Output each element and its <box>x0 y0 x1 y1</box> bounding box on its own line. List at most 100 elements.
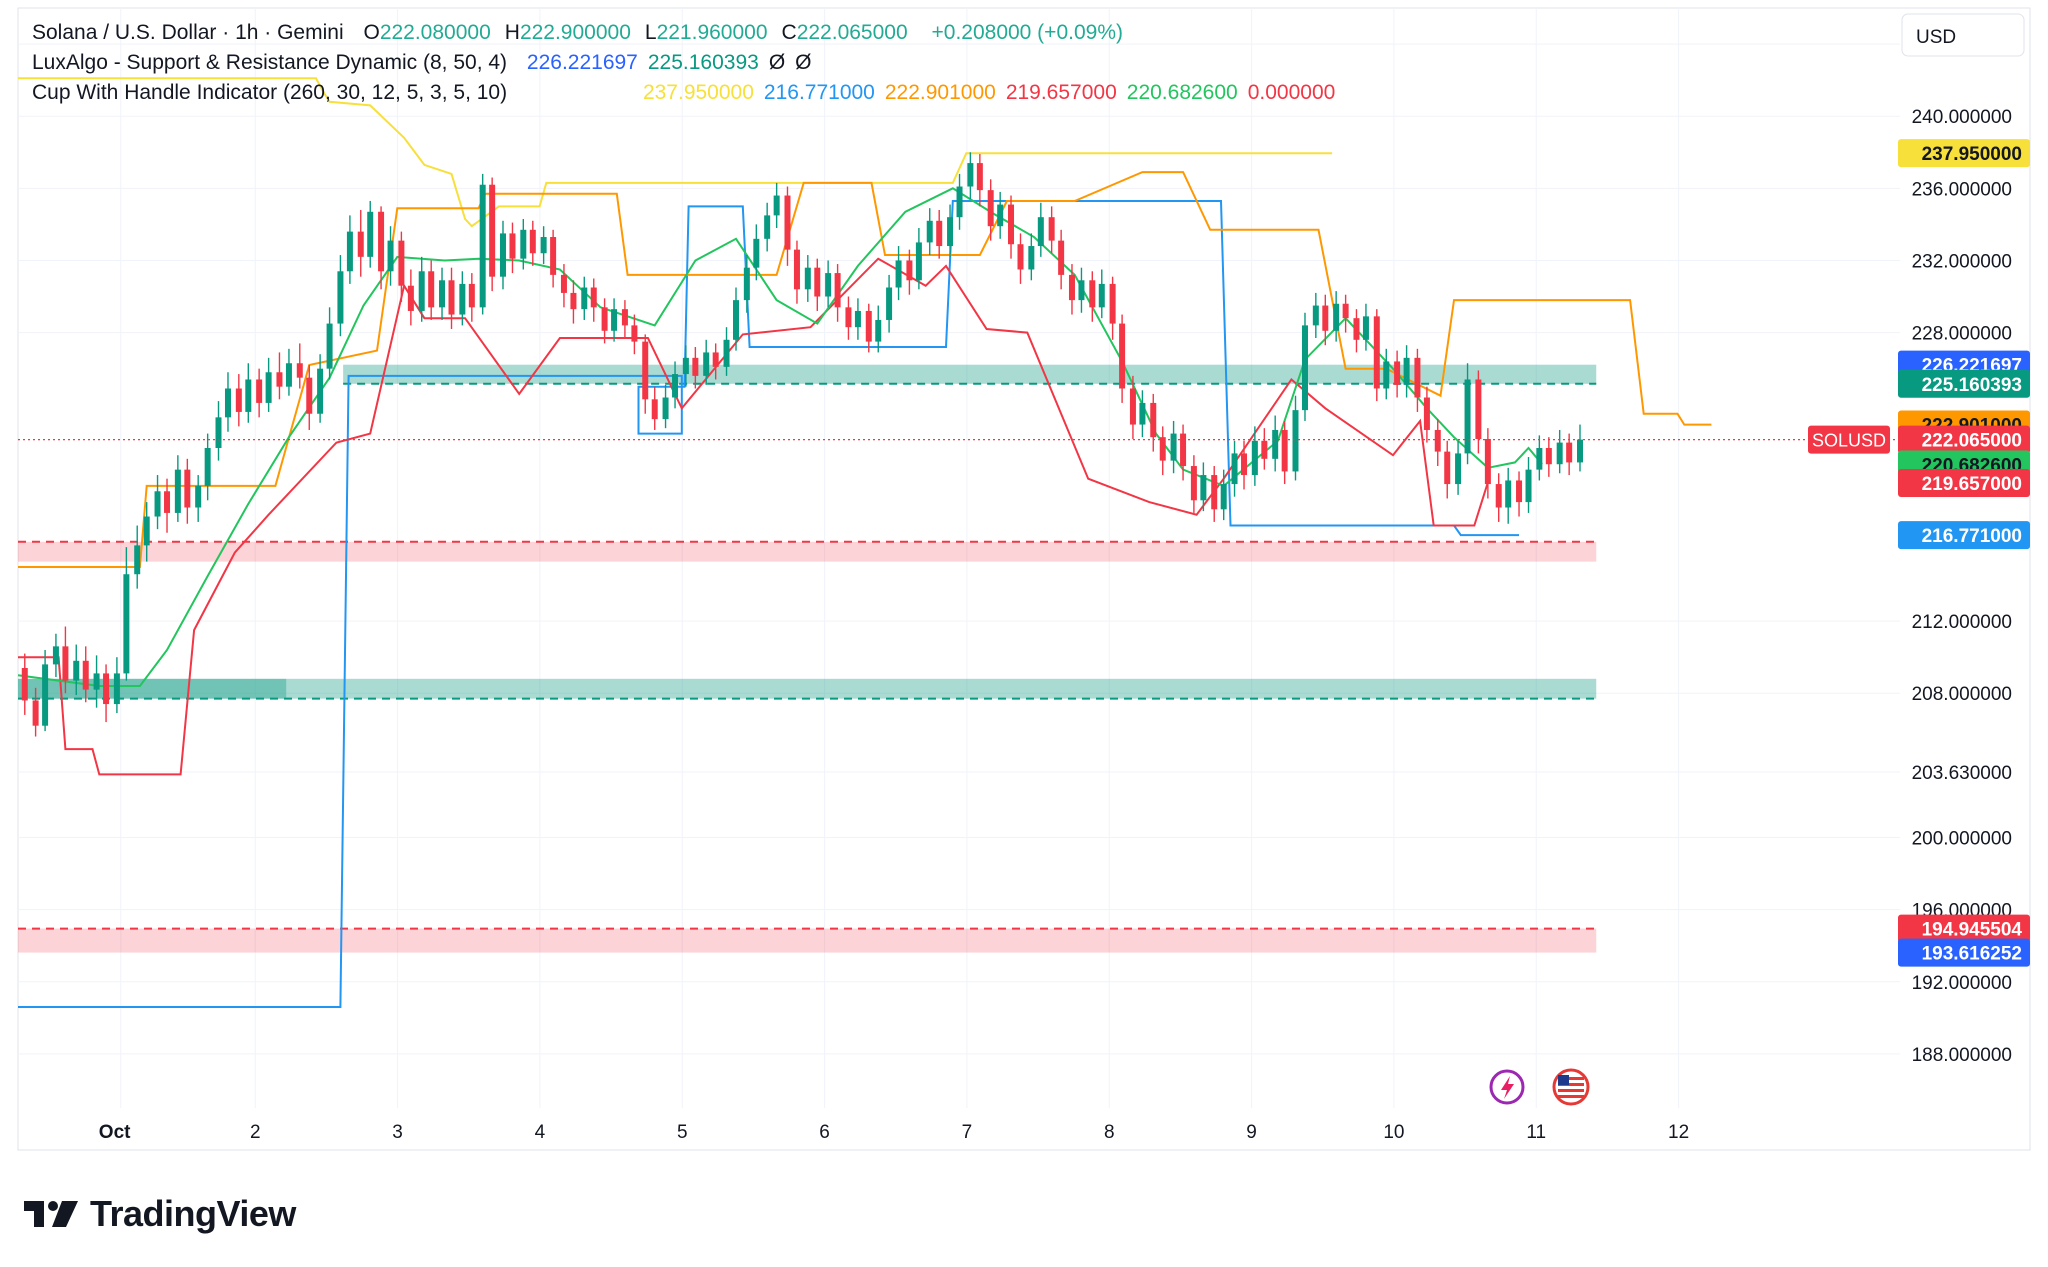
candle-body <box>1301 325 1308 411</box>
y-tick-label: 228.000000 <box>1912 324 2012 345</box>
indicator-row-cup-handle[interactable]: Cup With Handle Indicator (260, 30, 12, … <box>32 78 1349 108</box>
indicator-name[interactable]: LuxAlgo - Support & Resistance Dynamic (… <box>32 51 508 74</box>
candle-body <box>875 319 882 342</box>
candle-body <box>997 204 1004 227</box>
candle-body <box>550 237 557 275</box>
candle-body <box>703 352 710 376</box>
candle-body <box>123 574 130 674</box>
candle-body <box>1028 246 1035 270</box>
candle-body <box>1505 480 1512 508</box>
candle-body <box>52 646 59 665</box>
flag-icon-stripe <box>1558 1077 1584 1080</box>
candle-body <box>134 545 141 575</box>
candle-body <box>285 363 292 387</box>
candle-body <box>967 163 974 187</box>
candle-body <box>1098 283 1105 308</box>
candle-body <box>1017 244 1024 270</box>
candle-body <box>764 215 771 239</box>
candle-body <box>1190 466 1197 501</box>
candle-body <box>1008 204 1015 245</box>
candle-body <box>479 184 486 308</box>
candle-body <box>976 163 983 191</box>
candle-body <box>1048 217 1055 241</box>
axis-badge-bg <box>1898 521 2030 550</box>
x-tick-label: 2 <box>250 1122 261 1143</box>
candle-body <box>1272 429 1279 459</box>
candle-body <box>1383 361 1390 389</box>
candle-body <box>1312 305 1319 326</box>
symbol-title[interactable]: Solana / U.S. Dollar · 1h · Gemini <box>32 21 344 44</box>
x-tick-label: 11 <box>1526 1122 1546 1143</box>
x-tick-label: 5 <box>677 1122 688 1143</box>
indicator-row-luxalgo[interactable]: LuxAlgo - Support & Resistance Dynamic (… <box>32 48 1349 78</box>
tradingview-logo[interactable]: TradingView <box>22 1190 296 1238</box>
axis-badge-text: 194.945504 <box>1922 920 2023 941</box>
candle-body <box>936 220 943 247</box>
candle-body <box>1170 433 1177 461</box>
candle-body <box>306 377 313 414</box>
indicator-value: 222.901000 <box>884 81 996 104</box>
axis-badge-text: 193.616252 <box>1922 944 2022 965</box>
candle-body <box>1251 440 1258 476</box>
candle-body <box>489 184 496 277</box>
candle-body <box>1211 475 1218 510</box>
candle-body <box>1129 388 1136 425</box>
candle-body <box>1394 361 1401 385</box>
currency-selector[interactable]: USD <box>1901 13 2025 57</box>
sr-zone <box>18 928 1597 953</box>
symbol-label-bg <box>1808 425 1890 454</box>
candle-body <box>499 233 506 277</box>
lightning-icon[interactable] <box>1489 1069 1525 1105</box>
candle-body <box>1353 318 1360 340</box>
axis-price-badge: 216.771000 <box>1898 521 2030 550</box>
candle-body <box>407 285 414 311</box>
candle-body <box>1525 469 1532 503</box>
candle-body <box>1423 397 1430 430</box>
candle-body <box>692 357 699 376</box>
candle-body <box>195 485 202 508</box>
us-flag-icon[interactable] <box>1552 1068 1590 1106</box>
candle-body <box>184 469 191 508</box>
x-tick-label: 6 <box>819 1122 830 1143</box>
sr-zone <box>18 541 1597 562</box>
candle-body <box>651 399 658 420</box>
sr-zone <box>343 364 1597 384</box>
candle-body <box>906 260 913 281</box>
candle-body <box>1119 323 1126 389</box>
candle-body <box>387 240 394 272</box>
axis-badge-bg <box>1898 938 2030 967</box>
axis-price-badge: 193.616252 <box>1898 938 2030 967</box>
indicator-name[interactable]: Cup With Handle Indicator (260, 30, 12, … <box>32 81 508 104</box>
lightning-icon-bolt <box>1501 1076 1514 1099</box>
axis-badge-text: 225.160393 <box>1922 375 2022 396</box>
candle-body <box>520 229 527 259</box>
axis-price-badge: 219.657000 <box>1898 469 2030 498</box>
candle-body <box>93 673 100 690</box>
candle-body <box>367 211 374 257</box>
ohlc-value: 222.065000 <box>796 21 908 44</box>
indicator-value: 220.682600 <box>1126 81 1238 104</box>
x-tick-label: 10 <box>1383 1122 1404 1143</box>
candle-body <box>1037 217 1044 247</box>
y-tick-label: 188.000000 <box>1912 1045 2012 1066</box>
candle-body <box>317 368 324 414</box>
axis-badge-text: 219.657000 <box>1922 474 2022 495</box>
candle-body <box>947 217 954 247</box>
x-tick-label: 7 <box>962 1122 973 1143</box>
symbol-row[interactable]: Solana / U.S. Dollar · 1h · Gemini O222.… <box>32 18 1349 48</box>
indicator-value: Ø <box>795 51 812 74</box>
candle-body <box>113 673 120 705</box>
candle-body <box>326 323 333 369</box>
y-tick-label: 208.000000 <box>1912 684 2012 705</box>
tradingview-logo-icon <box>24 1201 78 1227</box>
candle-body <box>398 240 405 286</box>
indicator-values: 226.221697 225.160393 Ø Ø <box>527 51 822 74</box>
candle-body <box>590 287 597 308</box>
flag-icon-canton <box>1558 1075 1569 1085</box>
ohlc-value: 222.080000 <box>379 21 491 44</box>
symbol-price-label: SOLUSD <box>1808 425 1890 454</box>
candle-body <box>1362 316 1369 340</box>
candle-body <box>814 267 821 297</box>
